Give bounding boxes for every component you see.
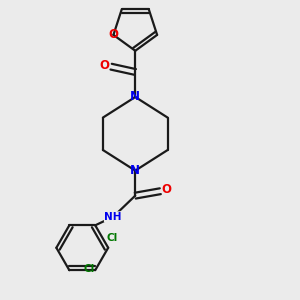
Text: N: N <box>130 91 140 103</box>
Text: O: O <box>108 28 118 41</box>
Text: O: O <box>162 183 172 196</box>
Text: N: N <box>130 164 140 177</box>
Text: Cl: Cl <box>106 233 117 243</box>
Text: O: O <box>100 59 110 72</box>
Text: Cl: Cl <box>83 264 94 274</box>
Text: NH: NH <box>104 212 122 222</box>
